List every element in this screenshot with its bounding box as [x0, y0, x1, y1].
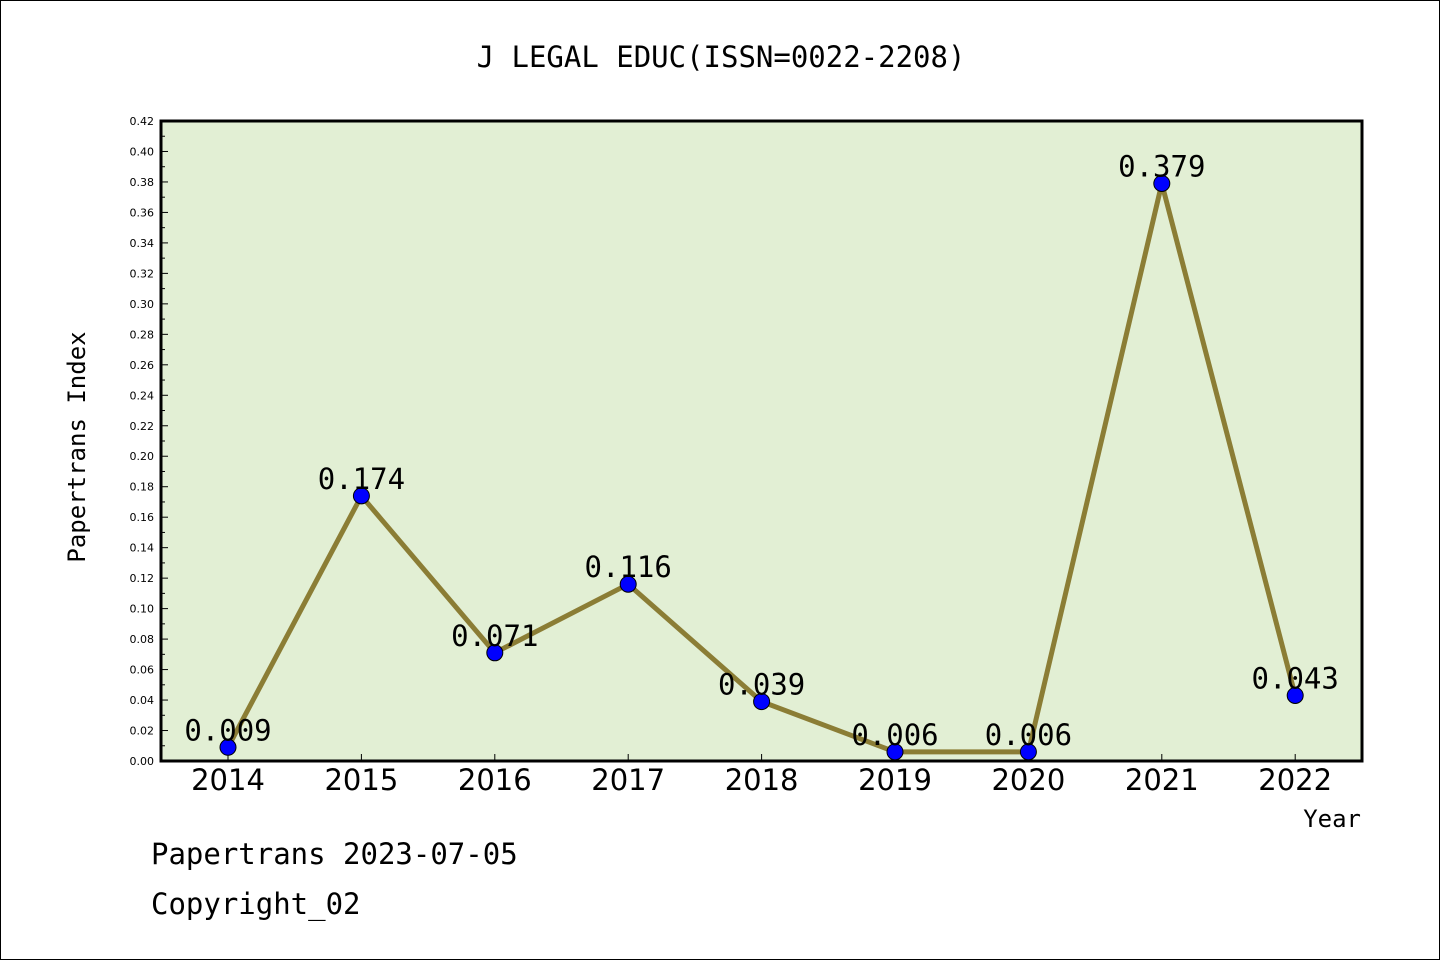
data-point-2019: [886, 743, 904, 761]
y-tick-label-9: 0.18: [130, 481, 155, 494]
y-tick-label-11: 0.22: [130, 420, 155, 433]
x-tick-label-2022: 2022: [1258, 763, 1332, 797]
y-tick-label-16: 0.32: [130, 267, 155, 280]
data-label-2016: 0.071: [451, 619, 538, 653]
x-tick-label-2020: 2020: [991, 763, 1065, 797]
data-label-2018: 0.039: [718, 668, 805, 702]
x-tick-label-2018: 2018: [725, 763, 799, 797]
y-axis-label: Papertrans Index: [63, 331, 91, 562]
y-tick-label-3: 0.06: [130, 664, 155, 677]
x-tick-label-2017: 2017: [591, 763, 665, 797]
data-point-2016: [486, 644, 504, 662]
data-point-2015: [352, 487, 370, 505]
footer-date: Papertrans 2023-07-05: [151, 837, 518, 871]
y-tick-label-12: 0.24: [130, 389, 155, 402]
plot-area: [159, 119, 1364, 763]
y-tick-label-20: 0.40: [130, 145, 155, 158]
x-tick-label-2019: 2019: [858, 763, 932, 797]
data-label-2020: 0.006: [985, 718, 1072, 752]
y-tick-label-14: 0.28: [130, 328, 155, 341]
data-label-2019: 0.006: [851, 718, 938, 752]
x-tick-label-2014: 2014: [191, 763, 265, 797]
y-tick-label-2: 0.04: [130, 694, 155, 707]
y-tick-label-8: 0.16: [130, 511, 155, 524]
data-label-2017: 0.116: [585, 550, 672, 584]
x-axis: 2014 2015 2016 2017 2018 2019 2020 2021 2022: [191, 754, 1332, 797]
data-label-2014: 0.009: [184, 713, 271, 747]
x-tick-label-2016: 2016: [458, 763, 532, 797]
data-point-2021: [1153, 174, 1171, 192]
y-tick-label-17: 0.34: [130, 237, 155, 250]
data-label-2022: 0.043: [1252, 661, 1339, 695]
y-tick-label-10: 0.20: [130, 450, 155, 463]
y-tick-label-6: 0.12: [130, 572, 155, 585]
data-point-2022: [1286, 686, 1304, 704]
y-tick-label-19: 0.38: [130, 176, 155, 189]
y-tick-label-18: 0.36: [130, 206, 155, 219]
data-point-2017: [619, 575, 637, 593]
y-tick-label-13: 0.26: [130, 359, 155, 372]
y-tick-label-4: 0.08: [130, 633, 155, 646]
x-tick-label-2015: 2015: [324, 763, 398, 797]
y-tick-label-21: 0.42: [130, 115, 155, 128]
chart-title: J LEGAL EDUC(ISSN=0022-2208): [477, 40, 966, 74]
data-point-2014: [219, 738, 237, 756]
data-point-2018: [753, 693, 771, 711]
data-label-2015: 0.174: [318, 462, 405, 496]
y-tick-label-7: 0.14: [130, 542, 155, 555]
footer-copyright: Copyright_02: [151, 887, 361, 921]
series-papertrans-index: [219, 174, 1304, 761]
data-labels: 0.009 0.174 0.071 0.116 0.039 0.006 0.006 0.379…: [184, 149, 1339, 751]
x-tick-label-2021: 2021: [1125, 763, 1199, 797]
y-tick-label-1: 0.02: [130, 725, 155, 738]
x-axis-label: Year: [1303, 805, 1361, 833]
y-tick-label-15: 0.30: [130, 298, 155, 311]
data-point-2020: [1019, 743, 1037, 761]
y-axis: 0.00 0.02 0.04 0.06 0.08 0.10 0.12 0.14 0.16 0.18…: [130, 115, 168, 768]
y-tick-label-5: 0.10: [130, 603, 155, 616]
y-tick-label-0: 0.00: [130, 755, 155, 768]
data-label-2021: 0.379: [1118, 149, 1205, 183]
